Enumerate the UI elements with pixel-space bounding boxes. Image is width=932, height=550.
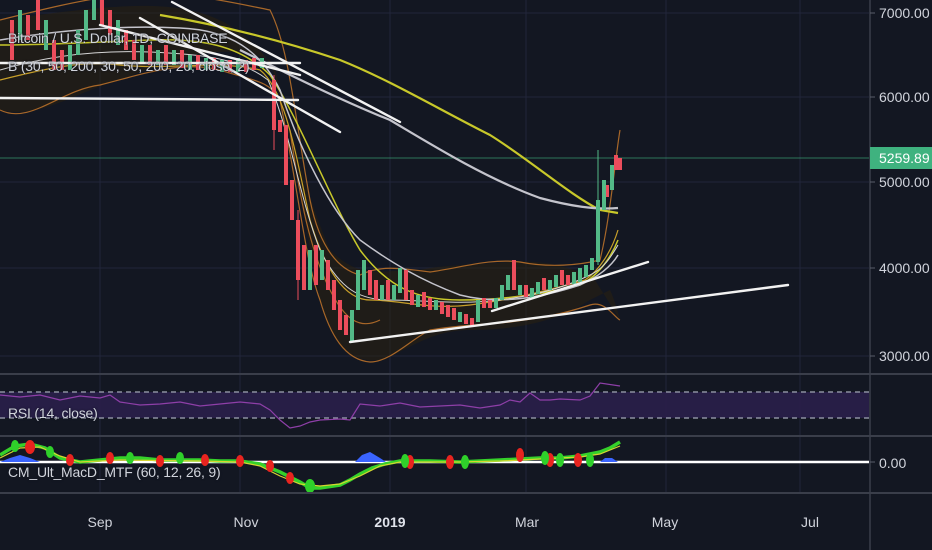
- main-pane: [0, 0, 869, 363]
- time-gridlines: [99, 0, 801, 494]
- macd-legend[interactable]: CM_Ult_MacD_MTF (60, 12, 26, 9): [8, 464, 221, 480]
- macd-zero-label: 0.00: [879, 455, 907, 471]
- price-label: 5000.00: [879, 174, 930, 190]
- time-label: Nov: [233, 514, 259, 530]
- rsi-line: [0, 382, 621, 429]
- price-label: 6000.00: [879, 89, 930, 105]
- time-label: Sep: [87, 514, 113, 530]
- price-label: 4000.00: [879, 260, 930, 276]
- time-label: Mar: [514, 514, 540, 530]
- rsi-pane: [0, 382, 869, 429]
- trendlines: [0, 0, 790, 344]
- ma-200-gray: [239, 49, 619, 210]
- time-label: May: [651, 514, 679, 530]
- candles: [10, 0, 622, 342]
- current-price-badge: 5259.89: [870, 147, 932, 169]
- rsi-band: [0, 392, 869, 418]
- rsi-legend[interactable]: RSI (14, close): [8, 405, 98, 421]
- price-label: 7000.00: [879, 5, 930, 21]
- macd-pane: [0, 440, 869, 492]
- ma-200-yellow: [159, 13, 619, 215]
- symbol-legend[interactable]: Bitcoin / U.S. Dollar, 1D, COINBASE: [8, 30, 228, 46]
- time-label: Jul: [801, 514, 819, 530]
- price-label: 3000.00: [879, 348, 930, 364]
- bollinger-legend[interactable]: B (30, 50, 200, 30, 50, 200, 20, close, …: [8, 58, 250, 74]
- time-label: 2019: [374, 514, 406, 530]
- price-gridlines: [0, 12, 869, 357]
